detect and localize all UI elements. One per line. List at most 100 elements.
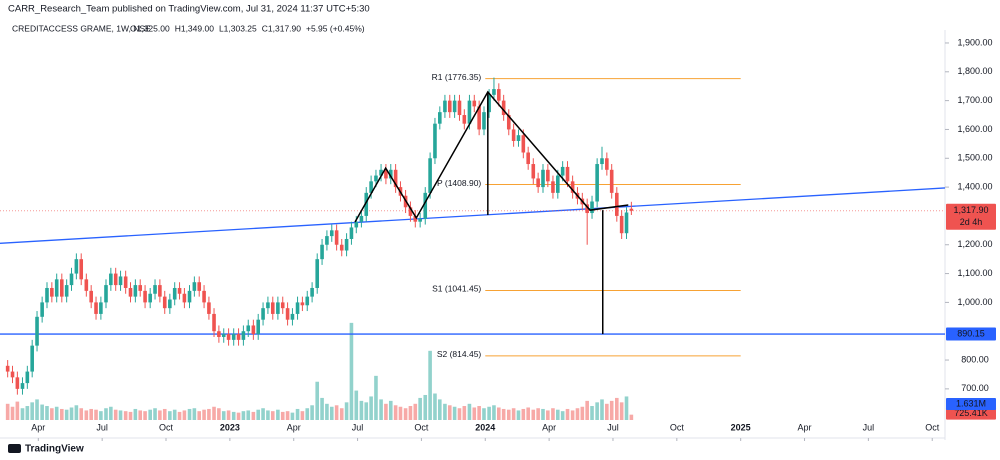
candle-body xyxy=(452,100,457,113)
candle-body xyxy=(148,293,152,303)
candle-body xyxy=(256,319,261,335)
volume-bar xyxy=(300,411,305,420)
candle-body xyxy=(531,164,536,179)
volume-bar xyxy=(40,404,44,420)
candle-body xyxy=(384,169,388,179)
volume-bar xyxy=(570,410,575,420)
x-tick-label: Jul xyxy=(96,422,108,432)
volume-bar xyxy=(472,407,477,420)
x-tick-label: 2023 xyxy=(220,422,240,432)
volume-bar xyxy=(172,409,177,420)
candle-body xyxy=(506,115,511,130)
volume-bar xyxy=(349,322,354,420)
candle-body xyxy=(334,230,339,245)
volume-bar xyxy=(556,409,560,420)
candle-body xyxy=(182,293,187,303)
publisher: CARR_Research_Team published on TradingV… xyxy=(8,4,370,15)
volume-bar xyxy=(305,408,310,420)
volume-bar xyxy=(492,405,496,420)
volume-bar xyxy=(325,403,329,420)
candle-body xyxy=(5,365,10,372)
candle-body xyxy=(600,158,604,165)
y-tick-label: 1,000.00 xyxy=(957,297,992,307)
volume-bar xyxy=(565,408,570,420)
candle-body xyxy=(60,279,64,297)
volume-bar xyxy=(310,405,314,420)
candle-body xyxy=(457,100,462,116)
candle-body xyxy=(349,227,354,239)
volume-bar xyxy=(236,412,241,420)
y-tick-label: 1,400.00 xyxy=(957,181,992,191)
volume-bar xyxy=(69,407,74,420)
volume-bar xyxy=(158,410,162,420)
candle-body xyxy=(15,377,20,389)
pivot-label: R1 (1776.35) xyxy=(432,72,482,82)
x-tick-label: Apr xyxy=(31,422,45,432)
volume-bar xyxy=(20,408,25,420)
candle-body xyxy=(261,308,265,320)
volume-bar xyxy=(433,393,437,420)
volume-bar xyxy=(629,414,634,420)
candle-body xyxy=(226,334,231,340)
candle-body xyxy=(30,345,34,372)
volume-bar xyxy=(462,406,467,420)
volume-bar xyxy=(609,400,614,420)
candle-body xyxy=(202,290,206,303)
candle-body xyxy=(153,285,157,294)
symbol: CREDITACCESS GRAME, 1W, NSE xyxy=(12,23,151,33)
candle-body xyxy=(118,276,123,286)
candle-body xyxy=(433,123,437,159)
volume-bar xyxy=(482,408,486,420)
candle-body xyxy=(138,285,143,291)
volume-bar xyxy=(133,408,138,420)
candle-body xyxy=(438,112,442,124)
candle-body xyxy=(526,152,530,165)
candle-body xyxy=(280,302,285,309)
volume-bar xyxy=(388,400,393,420)
candle-body xyxy=(310,287,314,297)
volume-bar xyxy=(109,406,113,420)
volume-last-badge-bg xyxy=(946,407,996,420)
volume-bar xyxy=(560,411,565,420)
candle-body xyxy=(295,302,300,314)
volume-bar xyxy=(374,375,378,420)
ohlc-value: C1,317.90 xyxy=(262,23,301,33)
volume-bar xyxy=(526,407,530,420)
pivot-label: S2 (814.45) xyxy=(437,349,482,359)
volume-bar xyxy=(428,350,432,420)
volume-bar xyxy=(398,406,403,420)
volume-bar xyxy=(339,408,344,420)
volume-bar xyxy=(575,408,580,420)
candle-body xyxy=(35,316,39,346)
volume-bar xyxy=(15,401,20,420)
candle-body xyxy=(501,100,506,116)
candle-body xyxy=(251,325,256,335)
candle-body xyxy=(369,181,373,193)
volume-bar xyxy=(50,408,54,420)
volume-bar xyxy=(241,411,246,420)
y-tick-label: 1,900.00 xyxy=(957,37,992,47)
volume-bar xyxy=(329,406,334,420)
candle-body xyxy=(236,334,241,340)
volume-bar xyxy=(182,410,187,420)
volume-bar xyxy=(270,411,275,420)
candle-body xyxy=(192,282,197,291)
candle-body xyxy=(290,313,295,320)
volume-bar xyxy=(123,411,128,420)
volume-bar xyxy=(143,411,147,420)
candle-body xyxy=(418,218,422,222)
volume-bar xyxy=(280,411,285,420)
volume-bar xyxy=(379,399,383,420)
pivot-label: S1 (1041.45) xyxy=(432,284,481,294)
candle-body xyxy=(516,135,521,141)
volume-bar xyxy=(408,406,413,420)
candle-body xyxy=(595,164,599,202)
candle-body xyxy=(246,325,251,332)
volume-bar xyxy=(393,405,398,420)
volume-bar xyxy=(531,409,536,420)
volume-ma-badge-bg xyxy=(946,398,996,410)
candle-body xyxy=(541,169,545,188)
volume-bar xyxy=(54,406,59,420)
candle-body xyxy=(615,192,619,216)
candle-body xyxy=(69,273,74,286)
